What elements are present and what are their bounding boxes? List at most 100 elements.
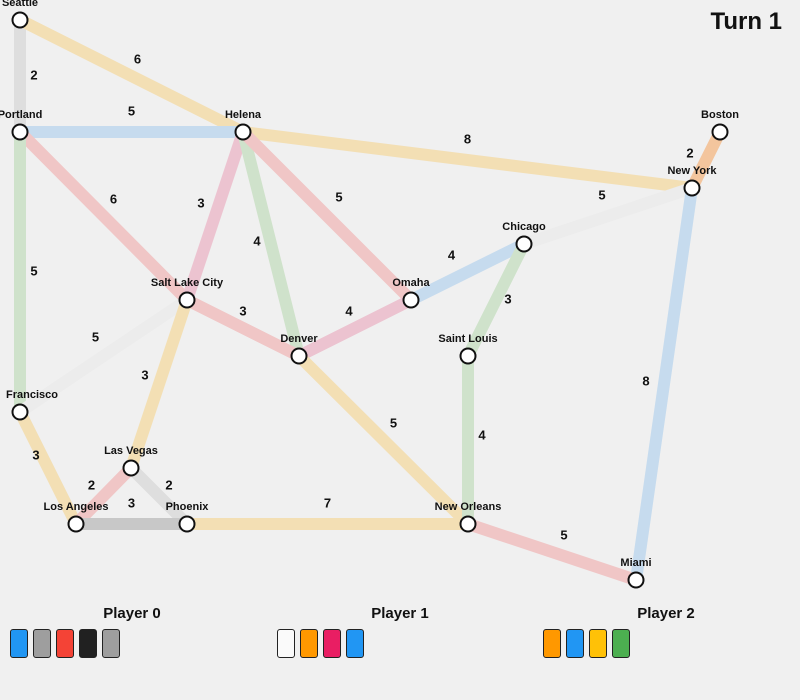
city-marker[interactable] (11, 123, 29, 141)
player-hand (10, 629, 120, 658)
city-marker[interactable] (627, 571, 645, 589)
city-marker[interactable] (515, 235, 533, 253)
train-card-pink[interactable] (323, 629, 341, 658)
city-name-label: Denver (280, 333, 318, 345)
city-marker[interactable] (711, 123, 729, 141)
player-2-panel: Player 2 (543, 605, 766, 658)
route-length-label: 5 (30, 263, 37, 278)
route-saltlake-denver[interactable] (184, 294, 302, 362)
routes-layer (14, 14, 726, 586)
cities-layer: Seattle Portland Helena Boston New York Chica… (0, 0, 739, 589)
route-denver-neworleans[interactable] (294, 351, 473, 529)
train-card-black[interactable] (79, 629, 97, 658)
city-name-label: New Orleans (435, 501, 502, 513)
route-helena-newyork[interactable] (242, 126, 693, 194)
city-boston[interactable]: Boston (701, 109, 739, 141)
route-chicago-stlouis[interactable] (462, 241, 530, 359)
route-length-label: 2 (30, 67, 37, 82)
city-name-label: Saint Louis (438, 333, 497, 345)
city-newyork[interactable]: New York (667, 165, 717, 197)
city-stlouis[interactable]: Saint Louis (438, 333, 498, 365)
city-lasvegas[interactable]: Las Vegas (104, 445, 158, 477)
route-helena-saltlake[interactable] (181, 130, 249, 302)
train-card-yellow[interactable] (589, 629, 607, 658)
train-card-blue[interactable] (566, 629, 584, 658)
game-board: 2 6 5 6 5 8 3 4 5 2 5 8 4 3 4 3 5 3 5 4 3 2 2 3 7 5 Seattle Portla… (0, 0, 739, 589)
route-omaha-denver[interactable] (296, 294, 414, 362)
train-card-blue[interactable] (346, 629, 364, 658)
route-newyork-chicago[interactable] (522, 182, 694, 250)
route-lasvegas-phoenix[interactable] (126, 463, 192, 529)
route-saltlake-lasvegas[interactable] (125, 298, 193, 470)
city-phoenix[interactable]: Phoenix (166, 501, 210, 533)
city-omaha[interactable]: Omaha (392, 277, 431, 309)
route-sanfrancisco-losangeles[interactable] (14, 409, 82, 527)
route-chicago-omaha[interactable] (408, 238, 527, 306)
city-portland[interactable]: Portland (0, 109, 42, 141)
train-card-orange[interactable] (543, 629, 561, 658)
route-lengths-layer: 2 6 5 6 5 8 3 4 5 2 5 8 4 3 4 3 5 3 5 4 3 2 2 3 7 5 (30, 51, 693, 542)
city-marker[interactable] (459, 515, 477, 533)
city-saltlake[interactable]: Salt Lake City (151, 277, 224, 309)
route-length-label: 3 (32, 447, 39, 462)
city-marker[interactable] (683, 179, 701, 197)
route-length-label: 4 (448, 247, 456, 262)
route-length-label: 8 (464, 131, 471, 146)
route-length-label: 5 (560, 527, 567, 542)
city-marker[interactable] (11, 403, 29, 421)
route-length-label: 5 (128, 103, 135, 118)
route-length-label: 2 (88, 477, 95, 492)
route-length-label: 2 (165, 477, 172, 492)
route-length-label: 5 (335, 189, 342, 204)
route-saltlake-sanfrancisco[interactable] (16, 295, 191, 417)
city-marker[interactable] (11, 11, 29, 29)
train-card-green[interactable] (612, 629, 630, 658)
city-sanfrancisco[interactable]: Francisco (6, 389, 58, 421)
route-length-label: 5 (390, 415, 397, 430)
player-name: Player 2 (637, 605, 695, 622)
route-seattle-helena[interactable] (17, 14, 246, 138)
city-name-label: Los Angeles (44, 501, 109, 513)
city-name-label: Las Vegas (104, 445, 158, 457)
city-marker[interactable] (459, 347, 477, 365)
route-portland-saltlake[interactable] (15, 127, 192, 305)
city-name-label: Helena (225, 109, 262, 121)
route-helena-omaha[interactable] (238, 127, 416, 305)
city-marker[interactable] (178, 291, 196, 309)
city-miami[interactable]: Miami (620, 557, 652, 589)
city-chicago[interactable]: Chicago (502, 221, 546, 253)
route-neworleans-miami[interactable] (466, 518, 638, 586)
city-marker[interactable] (178, 515, 196, 533)
city-marker[interactable] (290, 347, 308, 365)
train-card-white[interactable] (277, 629, 295, 658)
route-helena-denver[interactable] (237, 130, 305, 358)
player-hand (277, 629, 364, 658)
train-card-gray[interactable] (102, 629, 120, 658)
city-marker[interactable] (402, 291, 420, 309)
city-name-label: New York (667, 165, 717, 177)
route-length-label: 3 (128, 495, 135, 510)
city-name-label: Chicago (502, 221, 546, 233)
city-marker[interactable] (67, 515, 85, 533)
route-boston-newyork[interactable] (686, 129, 726, 191)
route-lasvegas-losangeles[interactable] (71, 463, 136, 529)
route-length-label: 5 (598, 187, 605, 202)
route-newyork-miami[interactable] (630, 187, 698, 581)
city-losangeles[interactable]: Los Angeles (44, 501, 109, 533)
city-helena[interactable]: Helena (225, 109, 262, 141)
train-card-blue[interactable] (10, 629, 28, 658)
city-seattle[interactable]: Seattle (2, 0, 38, 29)
route-length-label: 4 (478, 427, 486, 442)
train-card-red[interactable] (56, 629, 74, 658)
player-hand (543, 629, 630, 658)
city-name-label: Portland (0, 109, 42, 121)
train-card-gray[interactable] (33, 629, 51, 658)
route-length-label: 3 (239, 303, 246, 318)
city-name-label: Seattle (2, 0, 38, 9)
city-neworleans[interactable]: New Orleans (435, 501, 502, 533)
city-marker[interactable] (122, 459, 140, 477)
train-card-orange[interactable] (300, 629, 318, 658)
city-denver[interactable]: Denver (280, 333, 318, 365)
city-marker[interactable] (234, 123, 252, 141)
route-length-label: 4 (253, 233, 261, 248)
